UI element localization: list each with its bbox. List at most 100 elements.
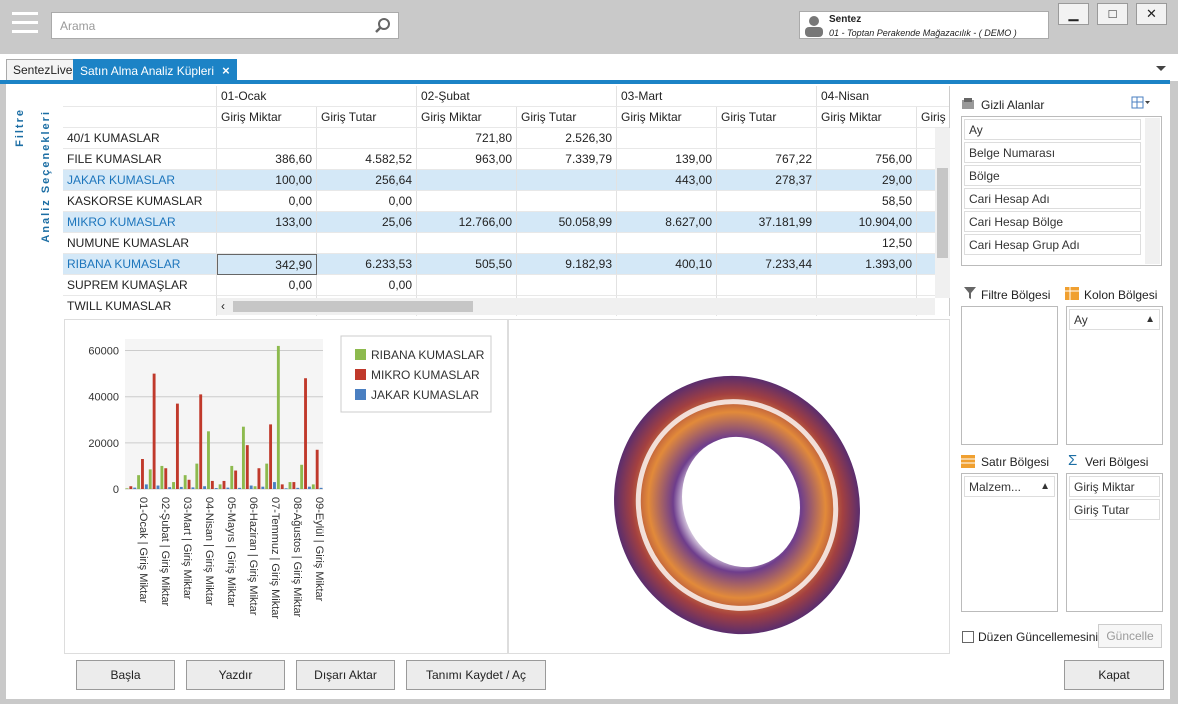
chart-bar[interactable]: [160, 465, 164, 489]
data-field-tutar[interactable]: Giriş Tutar: [1069, 499, 1160, 520]
table-cell[interactable]: 58,50: [817, 191, 917, 212]
table-cell[interactable]: [617, 275, 717, 296]
month-header[interactable]: 03-Mart: [617, 86, 817, 107]
minimize-button[interactable]: ▁: [1058, 3, 1089, 25]
table-cell[interactable]: [517, 233, 617, 254]
table-cell[interactable]: 37.181,99: [717, 212, 817, 233]
table-cell[interactable]: [917, 128, 949, 149]
table-cell[interactable]: 0,00: [317, 275, 417, 296]
table-cell[interactable]: [317, 233, 417, 254]
chart-bar[interactable]: [276, 345, 280, 489]
month-header[interactable]: 04-Nisan: [817, 86, 949, 107]
table-cell[interactable]: [417, 275, 517, 296]
column-area[interactable]: Ay ▲: [1066, 306, 1163, 445]
defer-checkbox[interactable]: [962, 631, 974, 643]
row-label[interactable]: TWILL KUMASLAR: [63, 296, 217, 316]
table-cell[interactable]: [817, 275, 917, 296]
hidden-fields-list[interactable]: Ay Belge Numarası Bölge Cari Hesap Adı Cari …: [961, 116, 1162, 266]
chart-bar[interactable]: [265, 463, 269, 489]
chart-bar[interactable]: [195, 463, 199, 489]
column-header[interactable]: Giriş Tutar: [517, 107, 617, 128]
table-cell[interactable]: 0,00: [217, 275, 317, 296]
chart-bar[interactable]: [234, 470, 238, 489]
start-button[interactable]: Başla: [76, 660, 175, 690]
column-header[interactable]: Giriş Tutar: [317, 107, 417, 128]
table-cell[interactable]: 25,06: [317, 212, 417, 233]
chart-bar[interactable]: [307, 486, 311, 489]
chart-bar[interactable]: [203, 486, 207, 489]
chart-bar[interactable]: [261, 486, 265, 489]
scroll-thumb[interactable]: [937, 168, 948, 258]
layout-icon[interactable]: [1131, 96, 1151, 110]
chart-bar[interactable]: [164, 468, 168, 489]
chart-bar[interactable]: [199, 394, 203, 489]
vertical-scrollbar[interactable]: [935, 128, 950, 298]
chart-bar[interactable]: [269, 424, 273, 489]
chart-bar[interactable]: [179, 486, 183, 489]
chart-bar[interactable]: [125, 488, 129, 489]
chart-bar[interactable]: [257, 468, 261, 489]
filter-side-tab[interactable]: Filtre: [14, 108, 26, 147]
chart-bar[interactable]: [168, 487, 172, 489]
hidden-field-item[interactable]: Belge Numarası: [964, 142, 1141, 163]
column-header[interactable]: Giriş Miktar: [417, 107, 517, 128]
table-cell[interactable]: 400,10: [617, 254, 717, 275]
chart-bar[interactable]: [300, 464, 304, 489]
chart-bar[interactable]: [191, 487, 195, 489]
chart-bar[interactable]: [238, 487, 241, 489]
chart-bar[interactable]: [304, 378, 307, 489]
chart-bar[interactable]: [133, 487, 137, 489]
row-label[interactable]: SUPREM KUMAŞLAR: [63, 275, 217, 296]
table-cell[interactable]: [917, 233, 949, 254]
chart-bar[interactable]: [296, 487, 300, 489]
table-cell[interactable]: 139,00: [617, 149, 717, 170]
data-area[interactable]: Giriş Miktar Giriş Tutar: [1066, 473, 1163, 612]
table-cell[interactable]: 0,00: [217, 191, 317, 212]
user-info[interactable]: Sentez 01 - Toptan Perakende Mağazacılık…: [799, 11, 1049, 39]
save-definition-button[interactable]: Tanımı Kaydet / Aç: [406, 660, 546, 690]
table-cell[interactable]: 2.526,30: [517, 128, 617, 149]
table-cell[interactable]: [817, 128, 917, 149]
chart-bar[interactable]: [207, 431, 210, 489]
table-cell[interactable]: 963,00: [417, 149, 517, 170]
tab-analysis-cubes[interactable]: Satın Alma Analiz Küpleri ×: [73, 59, 237, 81]
scroll-left-icon[interactable]: ‹: [221, 299, 225, 313]
row-label[interactable]: 40/1 KUMASLAR: [63, 128, 217, 149]
chart-bar[interactable]: [249, 485, 253, 489]
table-cell[interactable]: [217, 128, 317, 149]
chart-bar[interactable]: [253, 486, 257, 489]
maximize-button[interactable]: □: [1097, 3, 1128, 25]
table-cell[interactable]: 767,22: [717, 149, 817, 170]
chart-bar[interactable]: [280, 484, 284, 489]
table-cell[interactable]: [717, 191, 817, 212]
table-cell[interactable]: 278,37: [717, 170, 817, 191]
row-label[interactable]: JAKAR KUMASLAR: [63, 170, 217, 191]
column-header[interactable]: Giriş T: [917, 107, 949, 128]
table-cell[interactable]: [617, 191, 717, 212]
table-cell[interactable]: 9.182,93: [517, 254, 617, 275]
table-cell[interactable]: 133,00: [217, 212, 317, 233]
chart-bar[interactable]: [183, 475, 187, 489]
update-button[interactable]: Güncelle: [1098, 624, 1162, 648]
chart-bar[interactable]: [222, 480, 226, 489]
chart-bar[interactable]: [230, 465, 234, 489]
month-header[interactable]: 02-Şubat: [417, 86, 617, 107]
print-button[interactable]: Yazdır: [186, 660, 285, 690]
chart-bar[interactable]: [292, 482, 296, 489]
table-cell[interactable]: 256,64: [317, 170, 417, 191]
table-cell[interactable]: 6.233,53: [317, 254, 417, 275]
hidden-field-item[interactable]: Cari Hesap Bölge: [964, 211, 1141, 232]
table-cell[interactable]: 8.627,00: [617, 212, 717, 233]
horizontal-scrollbar[interactable]: ‹: [217, 298, 935, 315]
table-cell[interactable]: [917, 275, 949, 296]
chart-bar[interactable]: [210, 480, 214, 489]
hidden-field-item[interactable]: Cari Hesap Adı: [964, 188, 1141, 209]
chart-bar[interactable]: [156, 485, 160, 489]
table-cell[interactable]: [717, 128, 817, 149]
row-label[interactable]: MIKRO KUMASLAR: [63, 212, 217, 233]
sort-up-icon[interactable]: ▲: [1040, 481, 1050, 492]
chart-bar[interactable]: [141, 459, 144, 489]
export-button[interactable]: Dışarı Aktar: [296, 660, 395, 690]
chart-bar[interactable]: [241, 426, 245, 489]
table-cell[interactable]: 721,80: [417, 128, 517, 149]
